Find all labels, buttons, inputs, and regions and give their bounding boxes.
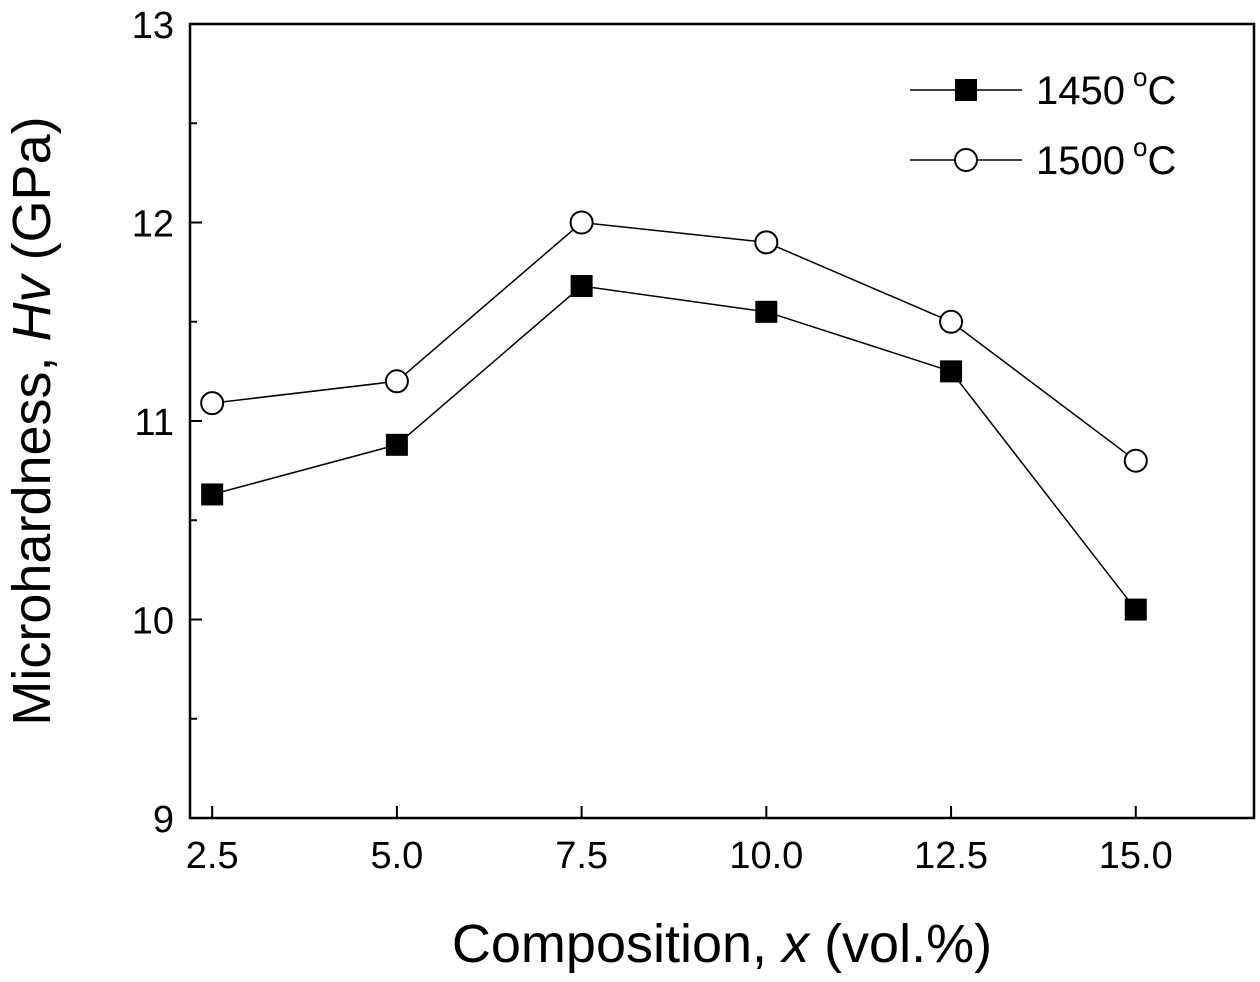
data-point-1450 [940,360,963,383]
y-tick-label: 10 [132,601,174,643]
legend-marker-open-circle [954,148,978,172]
x-axis-title: Composition, x (vol.%) [452,914,992,974]
x-tick-label: 2.5 [186,835,239,877]
axes: 2.5 5.0 7.5 10.0 12.5 15.0 9 10 11 12 13 [132,5,1173,877]
data-point-1450 [385,433,408,456]
data-point-1500 [569,210,594,235]
data-point-1450 [1124,598,1147,621]
series-line-1450 [211,285,1137,611]
x-tick-label: 7.5 [555,835,608,877]
x-tick-label: 15.0 [1099,835,1173,877]
legend-entry-1450: 1450 oC [910,62,1176,113]
legend-label-1450: 1450 oC [1036,62,1176,113]
data-point-1500 [1123,448,1148,473]
data-point-1450 [201,483,224,506]
series-line-1500 [212,221,1137,462]
legend: 1450 oC 1500 oC [910,62,1176,183]
data-point-1500 [384,369,409,394]
data-point-1500 [939,309,964,334]
x-tick-label: 10.0 [729,835,803,877]
y-tick-label: 9 [153,799,174,841]
legend-marker-filled-square [955,79,977,101]
legend-entry-1500: 1500 oC [910,132,1176,183]
y-axis-title: Microhardness, Hv (GPa) [2,116,62,725]
y-tick-label: 13 [132,5,174,47]
x-tick-label: 12.5 [914,835,988,877]
data-point-1500 [200,391,225,416]
data-point-1500 [754,230,779,255]
data-point-1450 [570,275,593,298]
y-tick-label: 12 [132,204,174,246]
y-tick-label: 11 [135,402,174,444]
x-tick-label: 5.0 [370,835,423,877]
data-point-1450 [755,300,778,323]
series-layer [200,210,1148,621]
legend-label-1500: 1500 oC [1036,132,1176,183]
